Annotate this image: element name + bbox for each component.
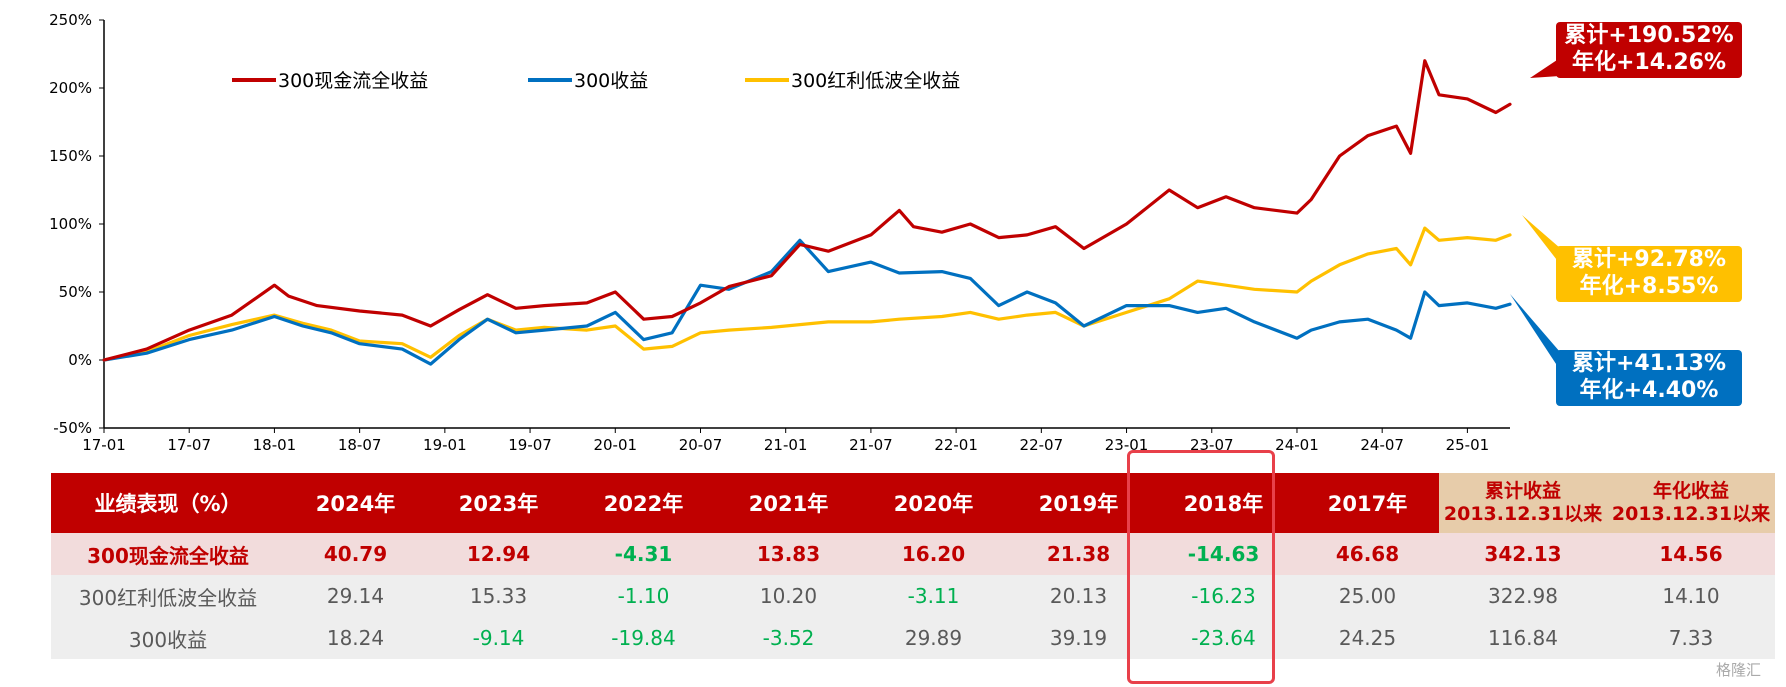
table-cell: -3.11 — [861, 575, 1006, 617]
callout-300-annualized: 年化+4.40% — [1579, 378, 1719, 403]
table-cell: 46.68 — [1296, 533, 1439, 575]
x-tick-label: 24-01 — [1275, 436, 1319, 454]
table-cell: -19.84 — [571, 617, 716, 659]
header-year: 2024年 — [285, 473, 426, 533]
header-year: 2018年 — [1151, 473, 1296, 533]
table-header-row: 业绩表现（%） 2024年 2023年 2022年 2021年 2020年 20… — [51, 473, 1775, 533]
header-year: 2023年 — [426, 473, 571, 533]
table-cell: 14.56 — [1607, 533, 1775, 575]
table-row: 300现金流全收益 40.79 12.94 -4.31 13.83 16.20 … — [51, 533, 1775, 575]
callout-300: 累计+41.13% 年化+4.40% — [1556, 350, 1742, 406]
table-cell: 322.98 — [1439, 575, 1607, 617]
series-line-1 — [102, 238, 1512, 366]
x-tick-label: 23-01 — [1105, 436, 1149, 454]
row-label: 300红利低波全收益 — [51, 575, 285, 617]
header-annualized-title: 年化收益 — [1652, 480, 1729, 502]
x-tick-label: 24-07 — [1360, 436, 1404, 454]
x-tick-label: 18-07 — [338, 436, 382, 454]
y-tick-label: 0% — [68, 351, 92, 369]
x-tick-label: 20-07 — [679, 436, 723, 454]
callout-pointer — [1530, 58, 1560, 78]
header-year: 2019年 — [1006, 473, 1151, 533]
callout-cashflow-cumulative: 累计+190.52% — [1564, 23, 1734, 48]
legend-label: 300收益 — [574, 70, 648, 92]
header-label: 业绩表现（%） — [51, 473, 285, 533]
x-tick-label: 23-07 — [1190, 436, 1234, 454]
table-cell: 29.14 — [285, 575, 426, 617]
x-tick-label: 22-01 — [934, 436, 978, 454]
table-cell: 20.13 — [1006, 575, 1151, 617]
table-cell: -14.63 — [1151, 533, 1296, 575]
table-cell: -9.14 — [426, 617, 571, 659]
x-tick-label: 22-07 — [1020, 436, 1064, 454]
table-cell: -16.23 — [1151, 575, 1296, 617]
table-cell: 12.94 — [426, 533, 571, 575]
table-cell: 39.19 — [1006, 617, 1151, 659]
x-tick-label: 21-01 — [764, 436, 808, 454]
table-cell: 25.00 — [1296, 575, 1439, 617]
series-line-2 — [102, 226, 1512, 362]
table-cell: -3.52 — [716, 617, 861, 659]
header-year: 2017年 — [1296, 473, 1439, 533]
callout-cashflow: 累计+190.52% 年化+14.26% — [1556, 22, 1742, 78]
header-cumulative: 累计收益 2013.12.31以来 — [1439, 473, 1607, 533]
table-cell: 10.20 — [716, 575, 861, 617]
y-tick-label: 50% — [59, 283, 92, 301]
table-cell: 18.24 — [285, 617, 426, 659]
header-annualized-since: 2013.12.31以来 — [1611, 503, 1771, 525]
header-year: 2021年 — [716, 473, 861, 533]
table-row: 300收益 18.24 -9.14 -19.84 -3.52 29.89 39.… — [51, 617, 1775, 659]
y-tick-label: 250% — [49, 11, 92, 29]
table-cell: 21.38 — [1006, 533, 1151, 575]
x-tick-label: 17-07 — [167, 436, 211, 454]
row-label: 300现金流全收益 — [51, 533, 285, 575]
table-cell: -1.10 — [571, 575, 716, 617]
y-tick-label: -50% — [53, 419, 92, 437]
header-cumulative-since: 2013.12.31以来 — [1443, 503, 1603, 525]
table-cell: 7.33 — [1607, 617, 1775, 659]
table-row: 300红利低波全收益 29.14 15.33 -1.10 10.20 -3.11… — [51, 575, 1775, 617]
table-cell: -23.64 — [1151, 617, 1296, 659]
callout-300-cumulative: 累计+41.13% — [1571, 351, 1727, 376]
y-tick-label: 100% — [49, 215, 92, 233]
performance-table: 业绩表现（%） 2024年 2023年 2022年 2021年 2020年 20… — [51, 473, 1775, 659]
callout-dividend-annualized: 年化+8.55% — [1579, 274, 1719, 299]
callout-cashflow-annualized: 年化+14.26% — [1571, 50, 1727, 75]
table-cell: 29.89 — [861, 617, 1006, 659]
table-cell: 342.13 — [1439, 533, 1607, 575]
y-tick-label: 200% — [49, 79, 92, 97]
header-annualized: 年化收益 2013.12.31以来 — [1607, 473, 1775, 533]
line-chart: -50% 0% 50% 100% 150% 200% 250% 17-01 17-07 18-0… — [49, 11, 1560, 454]
legend-label: 300现金流全收益 — [278, 70, 428, 92]
watermark: 格隆汇 — [1716, 661, 1762, 679]
table-cell: -4.31 — [571, 533, 716, 575]
table-cell: 116.84 — [1439, 617, 1607, 659]
table-cell: 13.83 — [716, 533, 861, 575]
y-tick-label: 150% — [49, 147, 92, 165]
x-tick-label: 19-07 — [508, 436, 552, 454]
series-line-0 — [102, 59, 1512, 362]
table-cell: 24.25 — [1296, 617, 1439, 659]
header-cumulative-title: 累计收益 — [1484, 480, 1561, 502]
table-cell: 14.10 — [1607, 575, 1775, 617]
callout-dividend: 累计+92.78% 年化+8.55% — [1556, 246, 1742, 302]
table-cell: 15.33 — [426, 575, 571, 617]
table-cell: 16.20 — [861, 533, 1006, 575]
x-tick-label: 20-01 — [593, 436, 637, 454]
table-cell: 40.79 — [285, 533, 426, 575]
x-tick-label: 21-07 — [849, 436, 893, 454]
callout-pointer — [1522, 215, 1560, 264]
x-tick-label: 17-01 — [82, 436, 126, 454]
highlight-2018-box — [1127, 450, 1275, 684]
row-label: 300收益 — [51, 617, 285, 659]
callout-dividend-cumulative: 累计+92.78% — [1571, 247, 1727, 272]
x-tick-label: 25-01 — [1446, 436, 1490, 454]
callout-pointer — [1510, 294, 1560, 370]
legend-label: 300红利低波全收益 — [791, 70, 960, 92]
header-year: 2022年 — [571, 473, 716, 533]
x-tick-label: 19-01 — [423, 436, 467, 454]
header-year: 2020年 — [861, 473, 1006, 533]
x-tick-label: 18-01 — [253, 436, 297, 454]
